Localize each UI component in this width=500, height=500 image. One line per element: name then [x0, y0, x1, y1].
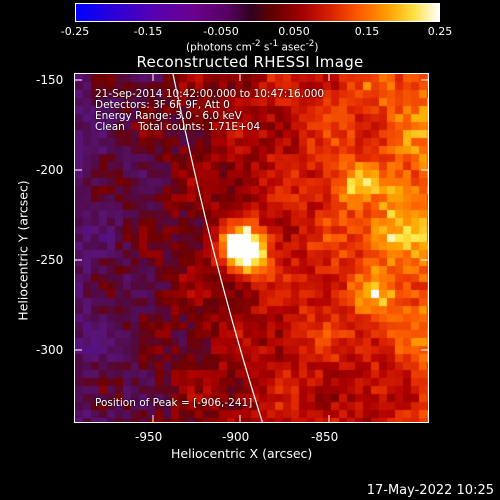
- x-tick-label: -900: [222, 430, 250, 444]
- colorbar-tick: -0.050: [203, 25, 239, 38]
- energy-range: Energy Range: 3.0 - 6.0 keV: [95, 110, 242, 122]
- plot-title: Reconstructed RHESSI Image: [136, 53, 364, 71]
- y-tick-label: -150: [36, 73, 64, 87]
- solar-limb-line: [172, 74, 263, 422]
- y-tick-label: -300: [36, 343, 64, 357]
- colorbar-tick: -0.25: [60, 25, 90, 38]
- x-axis-title: Heliocentric X (arcsec): [171, 446, 313, 461]
- colorbar: [75, 3, 440, 22]
- image-panel: [74, 73, 429, 423]
- y-axis-title: Heliocentric Y (arcsec): [15, 180, 31, 321]
- limb-overlay: [172, 74, 263, 422]
- colorbar-tick: 0.050: [278, 25, 310, 38]
- colorbar-tick: 0.15: [354, 25, 380, 38]
- colorbar-tick: 0.25: [427, 25, 453, 38]
- detectors-info: Detectors: 3F 6F 9F, Att 0: [95, 99, 230, 111]
- obs-time: 21-Sep-2014 10:42:00.000 to 10:47:16.000: [95, 88, 325, 100]
- clean-counts: Clean Total counts: 1.71E+04: [95, 121, 261, 133]
- footer-date: 17-May-2022 10:25: [366, 483, 494, 498]
- y-tick-label: -250: [36, 253, 64, 267]
- x-tick-label: -850: [311, 430, 339, 444]
- colorbar-units: (photons cm-2 s-1 asec-2): [186, 39, 319, 54]
- x-tick-label: -950: [135, 430, 163, 444]
- rhessi-image: [75, 74, 428, 422]
- peak-position: Position of Peak = [-906,-241]: [95, 397, 253, 409]
- colorbar-tick: -0.15: [133, 25, 163, 38]
- y-tick-label: -200: [36, 163, 64, 177]
